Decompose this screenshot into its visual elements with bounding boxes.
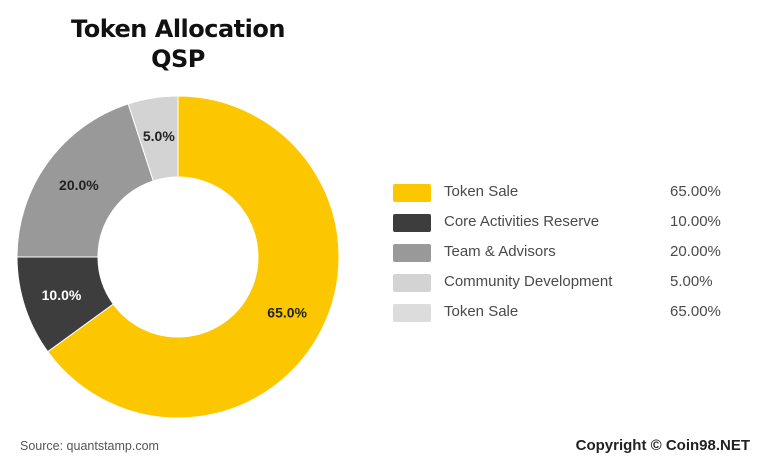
legend-item-token-sale: Token Sale 65.00% (393, 180, 733, 210)
copyright-note: Copyright © Coin98.NET (575, 437, 750, 454)
donut-slice (127, 95, 179, 182)
legend-swatch (393, 244, 431, 262)
legend-label: Team & Advisors (444, 243, 556, 260)
source-note: Source: quantstamp.com (20, 439, 159, 453)
chart-title-line-2: QSP (151, 45, 205, 73)
legend-item-core-activities-reserve: Core Activities Reserve 10.00% (393, 210, 733, 240)
legend-value: 10.00% (670, 213, 721, 230)
legend-value: 65.00% (670, 303, 721, 320)
legend-item-token-sale-duplicate: Token Sale 65.00% (393, 300, 733, 330)
legend-label: Token Sale (444, 183, 519, 200)
legend-value: 65.00% (670, 183, 721, 200)
legend-item-team-advisors: Team & Advisors 20.00% (393, 240, 733, 270)
legend-item-community-development: Community Development 5.00% (393, 270, 733, 300)
slice-data-label: 65.0% (267, 305, 307, 321)
slice-data-label: 5.0% (143, 128, 175, 144)
slice-data-label: 20.0% (59, 177, 99, 193)
legend-label: Core Activities Reserve (444, 213, 600, 230)
legend-swatch (393, 304, 431, 322)
donut-slice (16, 103, 154, 258)
chart-title-line-1: Token Allocation (71, 15, 285, 43)
legend-swatch (393, 184, 431, 202)
legend-swatch (393, 274, 431, 292)
legend-label: Community Development (444, 273, 613, 290)
donut-slice (47, 95, 340, 419)
legend-value: 20.00% (670, 243, 721, 260)
chart-title: Token Allocation QSP (58, 14, 298, 74)
chart-legend: Token Sale 65.00% Core Activities Reserv… (393, 180, 733, 330)
legend-swatch (393, 214, 431, 232)
legend-value: 5.00% (670, 273, 713, 290)
legend-label: Token Sale (444, 303, 519, 320)
slice-data-label: 10.0% (42, 287, 82, 303)
